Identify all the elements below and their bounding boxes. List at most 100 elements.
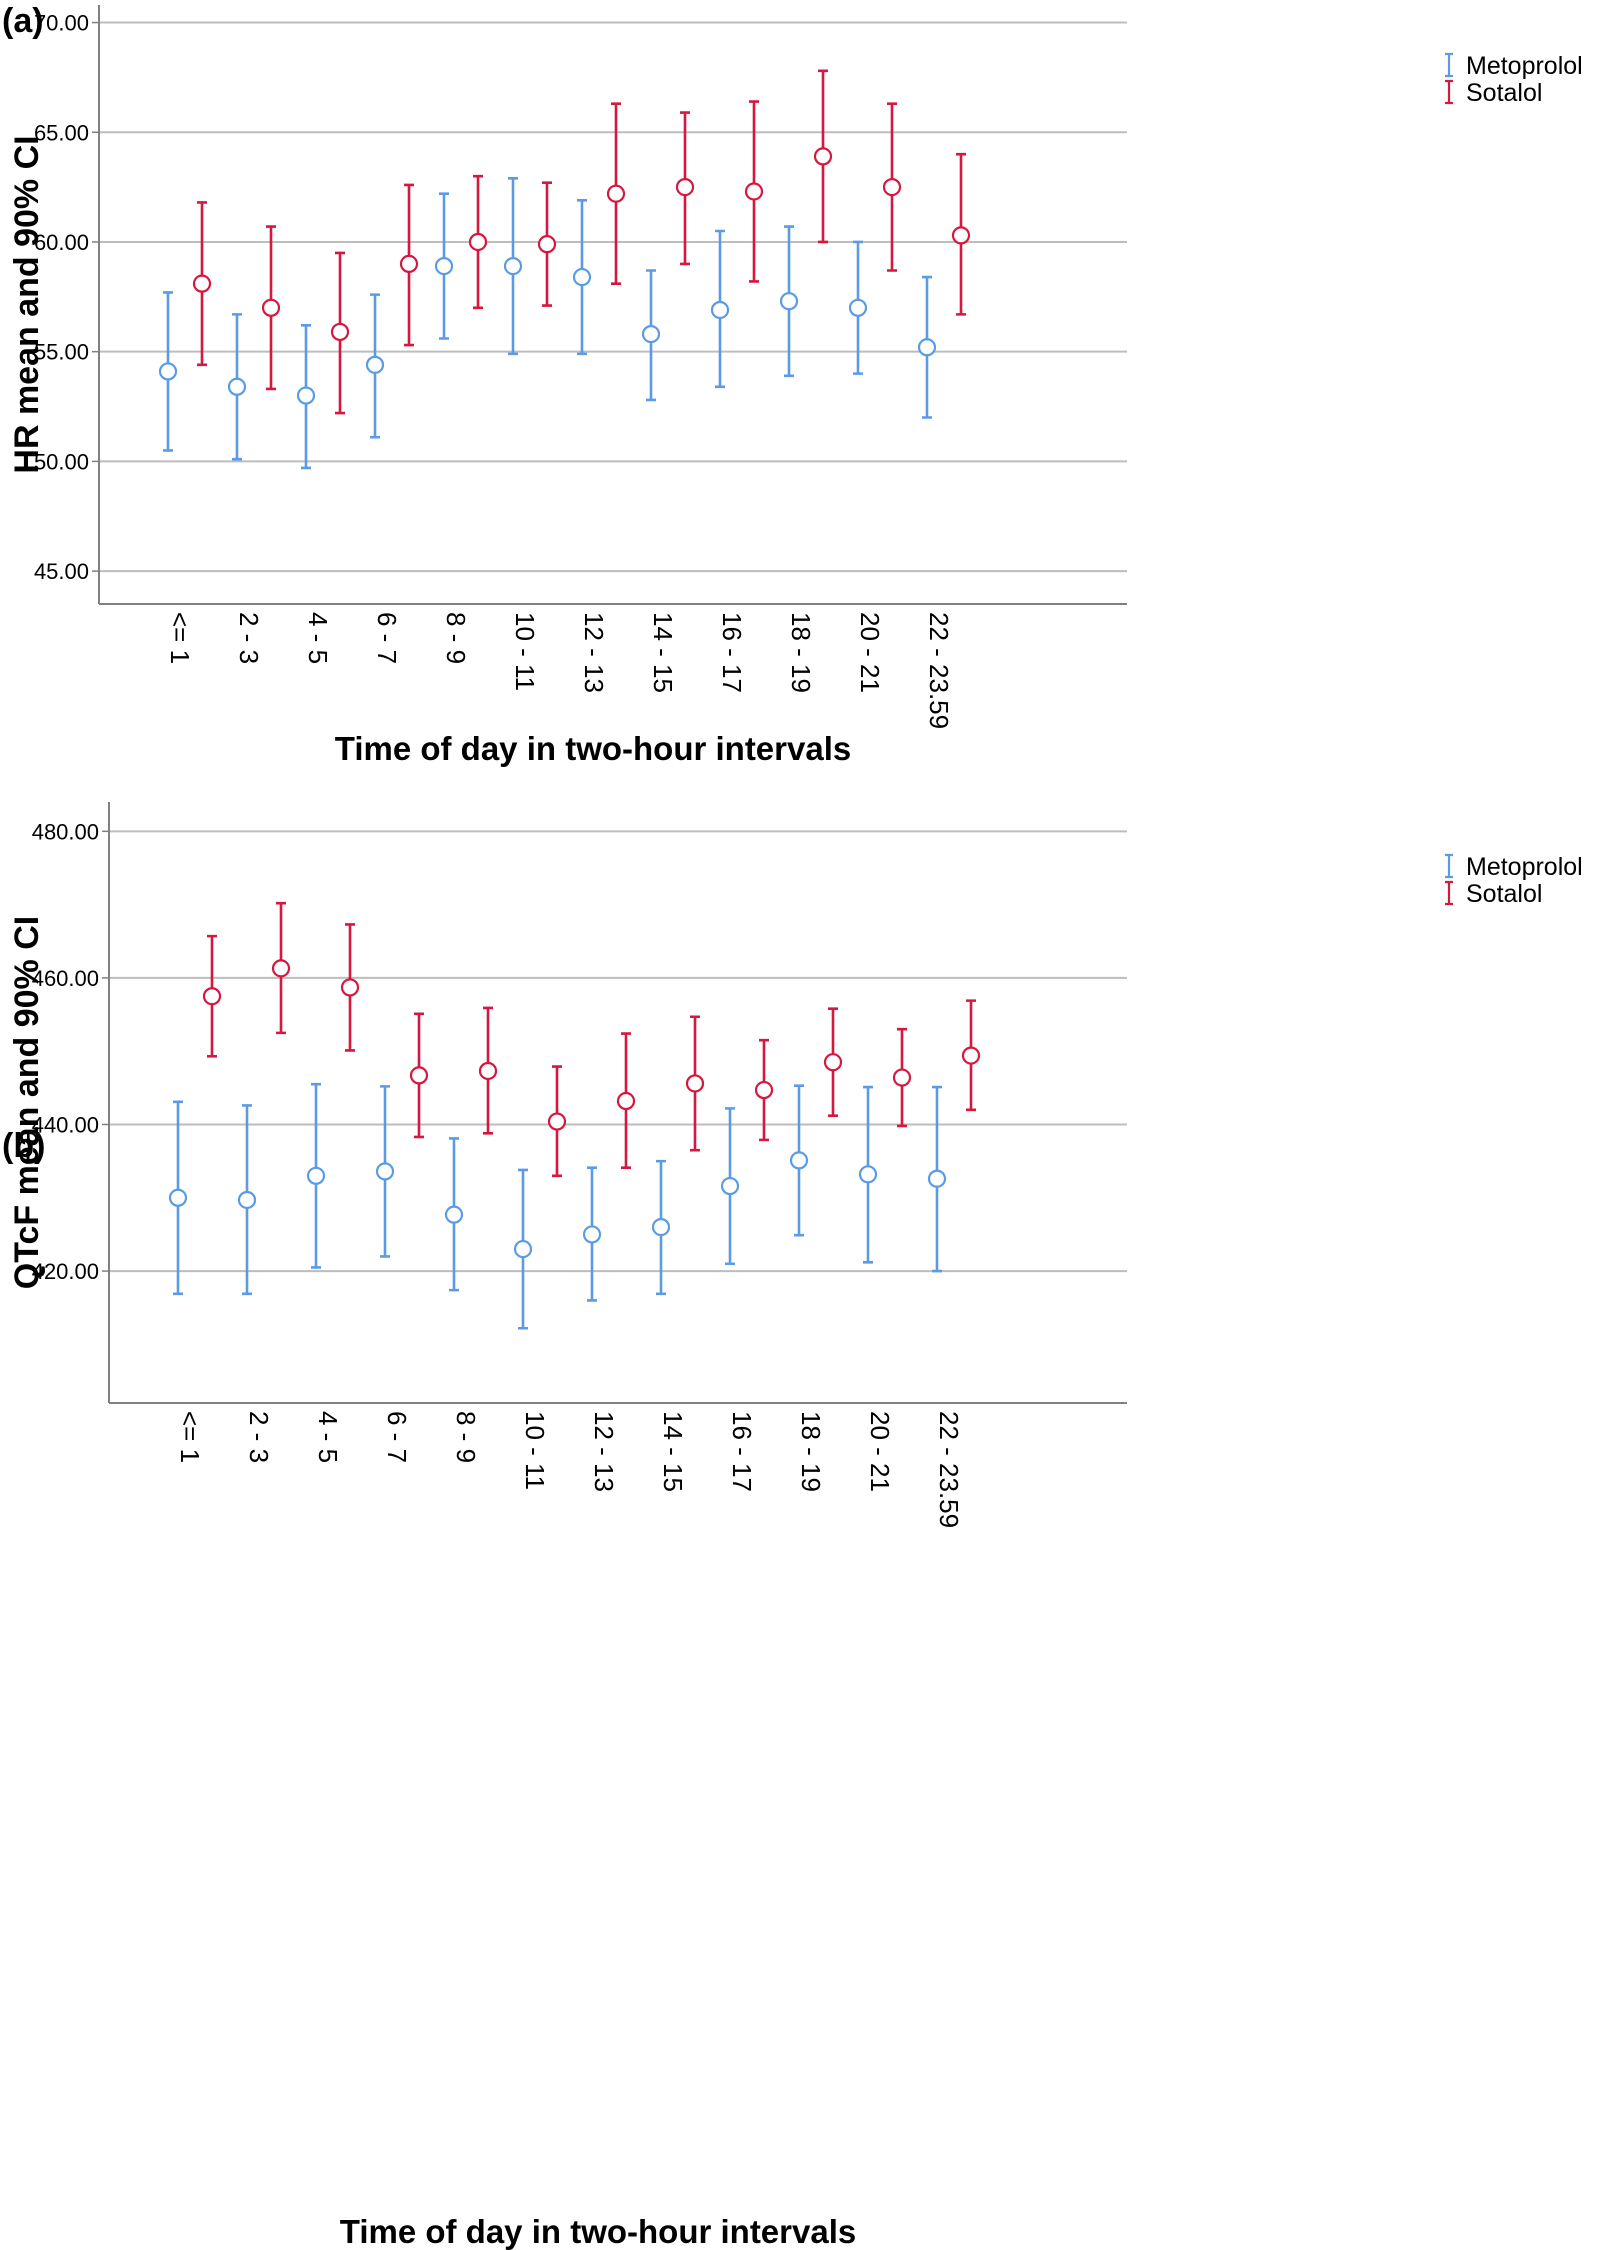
x-tick-label: 6 - 7 [382,1411,412,1463]
panel-label-b: (b) [2,1127,45,1165]
mean-marker-metoprolol-5 [513,1239,533,1259]
x-tick-label: 6 - 7 [372,612,402,664]
x-tick-label: 16 - 17 [727,1411,757,1492]
legend-a: Metoprolol Sotalol [1445,52,1583,107]
mean-marker-metoprolol-8 [710,300,730,320]
mean-marker-metoprolol-0 [168,1188,188,1207]
panel-a: (a) 45.00 50.00 55.00 60.00 65.00 70.00 <= 1 2… [2,2,1583,767]
x-tick-label: 20 - 21 [865,1411,895,1492]
y-tick-label: 440.00 [32,1112,99,1137]
legend-errorbar-icon [1445,52,1453,78]
x-tick-label: 8 - 9 [441,612,471,664]
legend-item-metoprolol-a: Metoprolol [1445,52,1583,80]
legend-label-sotalol-b: Sotalol [1466,880,1542,908]
mean-marker-sotalol-10 [882,178,902,197]
marks-a [158,69,971,470]
mean-marker-sotalol-1 [261,298,281,317]
legend-item-sotalol-b: Sotalol [1445,880,1542,908]
mean-marker-sotalol-5 [537,235,557,254]
mean-marker-metoprolol-9 [779,292,799,311]
mean-marker-sotalol-0 [192,274,212,293]
legend-label-metoprolol-a: Metoprolol [1466,52,1583,80]
mean-marker-metoprolol-2 [306,1166,326,1185]
grid-b [109,830,1127,1273]
mean-marker-metoprolol-10 [858,1165,878,1184]
mean-marker-sotalol-0 [202,987,222,1006]
mean-marker-sotalol-1 [271,959,291,978]
x-axis-title-a: Time of day in two-hour intervals [335,730,851,767]
y-tick-label: 460.00 [32,966,99,991]
mean-marker-metoprolol-4 [434,257,454,276]
mean-marker-metoprolol-10 [848,298,868,317]
series-metoprolol [158,177,937,470]
mean-marker-metoprolol-0 [158,362,178,381]
mean-marker-metoprolol-11 [917,338,937,357]
x-tick-label: 8 - 9 [451,1411,481,1463]
x-tick-label: 22 - 23.59 [934,1411,964,1528]
x-ticks-a: <= 1 2 - 3 4 - 5 6 - 7 8 - 9 10 - 11 12 - 13 14… [165,612,954,729]
x-tick-label: <= 1 [175,1411,205,1463]
mean-marker-metoprolol-5 [503,257,523,276]
mean-marker-sotalol-2 [340,978,360,997]
mean-marker-sotalol-10 [892,1068,912,1087]
mean-marker-metoprolol-11 [927,1169,947,1188]
x-tick-label: 2 - 3 [234,612,264,664]
mean-marker-metoprolol-2 [296,386,316,405]
mean-marker-metoprolol-3 [365,355,385,374]
x-tick-label: <= 1 [165,612,195,664]
x-tick-label: 22 - 23.59 [924,612,954,729]
y-ticks-a: 45.00 50.00 55.00 60.00 65.00 70.00 [34,11,99,584]
panel-b: (b) 420.00 440.00 460.00 480.00 <= 1 2 - 3 4 … [2,802,1583,2250]
y-tick-label: 420.00 [32,1259,99,1284]
x-tick-label: 12 - 13 [579,612,609,693]
mean-marker-sotalol-8 [754,1080,774,1100]
panel-label-a: (a) [2,2,44,40]
x-tick-label: 20 - 21 [855,612,885,693]
mean-marker-metoprolol-6 [582,1225,602,1244]
mean-marker-metoprolol-4 [444,1205,464,1224]
mean-marker-sotalol-9 [823,1053,843,1072]
legend-errorbar-icon [1445,880,1453,906]
mean-marker-sotalol-11 [961,1046,981,1065]
x-tick-label: 16 - 17 [717,612,747,693]
x-tick-label: 4 - 5 [313,1411,343,1463]
series-metoprolol [168,1082,947,1330]
mean-marker-metoprolol-9 [789,1151,809,1170]
mean-marker-metoprolol-1 [227,377,247,396]
x-tick-label: 18 - 19 [786,612,816,693]
x-tick-label: 12 - 13 [589,1411,619,1492]
mean-marker-metoprolol-6 [572,267,592,287]
mean-marker-sotalol-9 [813,147,833,166]
mean-marker-sotalol-4 [478,1061,498,1081]
y-tick-label: 480.00 [32,819,99,844]
mean-marker-sotalol-4 [468,232,488,252]
y-tick-label: 45.00 [34,559,89,584]
y-tick-label: 55.00 [34,340,89,365]
mean-marker-sotalol-3 [399,254,419,274]
mean-marker-sotalol-5 [547,1112,567,1131]
y-tick-label: 50.00 [34,449,89,474]
mean-marker-sotalol-7 [685,1074,705,1093]
legend-label-sotalol-a: Sotalol [1466,79,1542,107]
y-tick-label: 65.00 [34,120,89,145]
y-tick-label: 60.00 [34,230,89,255]
legend-item-metoprolol-b: Metoprolol [1445,853,1583,881]
x-ticks-b: <= 1 2 - 3 4 - 5 6 - 7 8 - 9 10 - 11 12 - 13 14… [175,1411,964,1528]
mean-marker-sotalol-8 [744,182,764,201]
legend-b: Metoprolol Sotalol [1445,853,1583,908]
x-axis-title-b: Time of day in two-hour intervals [340,2213,856,2250]
x-tick-label: 14 - 15 [648,612,678,693]
mean-marker-metoprolol-1 [237,1190,257,1210]
mean-marker-sotalol-3 [409,1066,429,1085]
legend-errorbar-icon [1445,79,1453,105]
legend-item-sotalol-a: Sotalol [1445,79,1542,107]
x-tick-label: 14 - 15 [658,1411,688,1492]
mean-marker-sotalol-6 [606,184,626,203]
legend-errorbar-icon [1445,853,1453,879]
mean-marker-metoprolol-7 [641,325,661,344]
series-sotalol [202,901,981,1178]
x-tick-label: 10 - 11 [520,1411,550,1490]
series-sotalol [192,69,971,415]
x-tick-label: 10 - 11 [510,612,540,691]
